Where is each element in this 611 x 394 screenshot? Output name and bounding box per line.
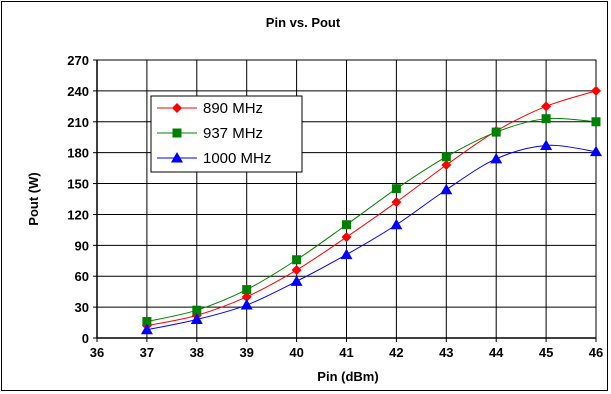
data-point bbox=[240, 299, 253, 310]
y-tick-label: 30 bbox=[75, 300, 89, 315]
x-axis-label: Pin (dBm) bbox=[317, 369, 378, 384]
data-point bbox=[292, 255, 302, 265]
legend-label: 937 MHz bbox=[203, 125, 263, 142]
x-tick-label: 37 bbox=[140, 345, 154, 360]
legend-item: 937 MHz bbox=[157, 125, 263, 142]
data-point bbox=[440, 183, 453, 195]
x-tick-label: 44 bbox=[489, 345, 504, 360]
data-point bbox=[540, 139, 553, 150]
y-tick-label: 210 bbox=[67, 115, 89, 130]
legend-label: 890 MHz bbox=[203, 100, 263, 117]
x-tick-label: 45 bbox=[539, 345, 553, 360]
data-point bbox=[390, 218, 403, 230]
series-1 bbox=[142, 114, 601, 327]
legend-marker bbox=[171, 152, 183, 163]
chart-title: Pin vs. Pout bbox=[266, 15, 341, 30]
y-tick-label: 90 bbox=[75, 238, 89, 253]
data-point bbox=[441, 152, 451, 162]
x-tick-label: 42 bbox=[389, 345, 403, 360]
data-point bbox=[541, 101, 552, 112]
data-point bbox=[490, 152, 503, 164]
legend-item: 1000 MHz bbox=[157, 150, 271, 167]
data-point bbox=[290, 275, 303, 286]
series-group bbox=[140, 85, 602, 335]
y-tick-label: 0 bbox=[82, 331, 89, 346]
y-tick-label: 240 bbox=[67, 84, 89, 99]
y-axis-label: Pout (W) bbox=[26, 172, 41, 225]
data-point bbox=[491, 127, 501, 137]
data-point bbox=[541, 114, 551, 124]
data-point bbox=[142, 317, 152, 327]
data-point bbox=[192, 305, 202, 315]
data-point bbox=[341, 232, 352, 243]
legend-label: 1000 MHz bbox=[203, 150, 271, 167]
data-point bbox=[342, 220, 351, 230]
data-point bbox=[140, 323, 153, 335]
data-point bbox=[591, 85, 601, 96]
data-point bbox=[590, 145, 602, 157]
x-tick-label: 36 bbox=[90, 345, 104, 360]
data-point bbox=[242, 285, 252, 295]
x-tick-label: 40 bbox=[289, 345, 303, 360]
y-tick-label: 60 bbox=[75, 269, 89, 284]
tick-labels: 36 37 38 39 40 41 42 43 44 45 46 0 30 60 90 120 150 180 21… bbox=[67, 53, 603, 360]
y-tick-label: 270 bbox=[67, 53, 89, 68]
series-line bbox=[146, 117, 597, 323]
x-tick-label: 38 bbox=[190, 345, 204, 360]
axes bbox=[93, 59, 597, 342]
y-tick-label: 180 bbox=[67, 146, 89, 161]
data-point bbox=[340, 248, 353, 260]
data-point bbox=[190, 313, 203, 324]
x-tick-label: 46 bbox=[589, 345, 603, 360]
y-tick-label: 120 bbox=[67, 207, 89, 222]
series-2 bbox=[140, 139, 602, 335]
data-point bbox=[591, 117, 601, 127]
x-tick-label: 43 bbox=[439, 345, 453, 360]
data-point bbox=[391, 184, 401, 194]
data-point bbox=[291, 265, 302, 276]
legend: 890 MHz 937 MHz 1000 MHz bbox=[150, 95, 303, 173]
legend-marker bbox=[172, 128, 182, 138]
series-line bbox=[146, 144, 597, 331]
data-point bbox=[391, 197, 402, 208]
data-point bbox=[241, 291, 252, 302]
legend-marker bbox=[172, 103, 182, 113]
legend-item: 890 MHz bbox=[157, 100, 263, 117]
series-line bbox=[146, 90, 597, 327]
x-tick-label: 39 bbox=[239, 345, 253, 360]
data-point bbox=[441, 160, 452, 171]
x-tick-label: 41 bbox=[339, 345, 353, 360]
y-tick-label: 150 bbox=[67, 177, 89, 192]
